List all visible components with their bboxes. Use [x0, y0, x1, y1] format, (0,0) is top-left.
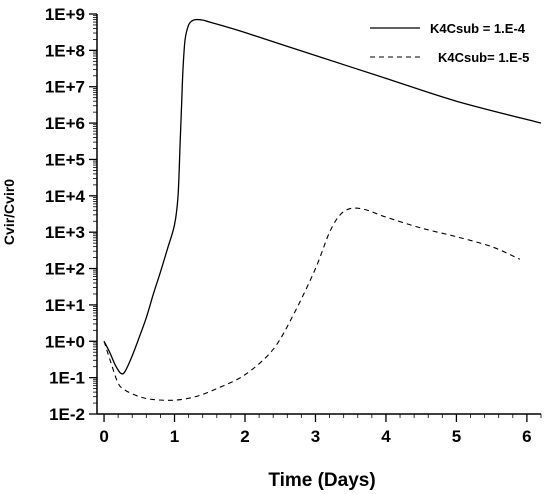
- y-tick-label: 1E+8: [45, 41, 85, 60]
- legend-label-k4csub-1e-5: K4Csub= 1.E-5: [438, 50, 529, 65]
- axes: 1E+9 1E+8 1E+7 1E+6 1E+5 1E+4 1E+3 1E+2 1E+1 1E+0…: [45, 5, 542, 446]
- x-tick-label: 2: [240, 427, 249, 446]
- y-tick-label: 1E+9: [45, 5, 85, 24]
- x-tick-label: 0: [99, 427, 108, 446]
- y-tick-label: 1E+2: [45, 260, 85, 279]
- y-tick-label: 1E+3: [45, 223, 85, 242]
- y-axis-title: Cvir/Cvir0: [1, 179, 17, 245]
- y-tick-label: 1E+5: [45, 150, 85, 169]
- y-tick-label: 1E+0: [45, 332, 85, 351]
- x-tick-label: 3: [311, 427, 320, 446]
- y-tick-label: 1E-1: [49, 369, 85, 388]
- x-tick-label: 5: [452, 427, 461, 446]
- x-tick-label: 6: [522, 427, 531, 446]
- y-tick-label: 1E+7: [45, 78, 85, 97]
- series-lines: [103, 18, 542, 401]
- x-tick-label: 1: [170, 427, 179, 446]
- x-tick-label: 4: [381, 427, 391, 446]
- y-tick-label: 1E-2: [49, 405, 85, 424]
- x-axis-title: Time (Days): [268, 470, 375, 491]
- series-line-k4csub-1e-4: [103, 18, 542, 375]
- y-tick-label: 1E+1: [45, 296, 85, 315]
- y-tick-label: 1E+4: [45, 187, 86, 206]
- legend: K4Csub = 1.E-4 K4Csub= 1.E-5: [370, 21, 529, 65]
- series-line-k4csub-1e-5: [103, 207, 521, 401]
- legend-label-k4csub-1e-4: K4Csub = 1.E-4: [430, 21, 526, 36]
- y-tick-label: 1E+6: [45, 114, 85, 133]
